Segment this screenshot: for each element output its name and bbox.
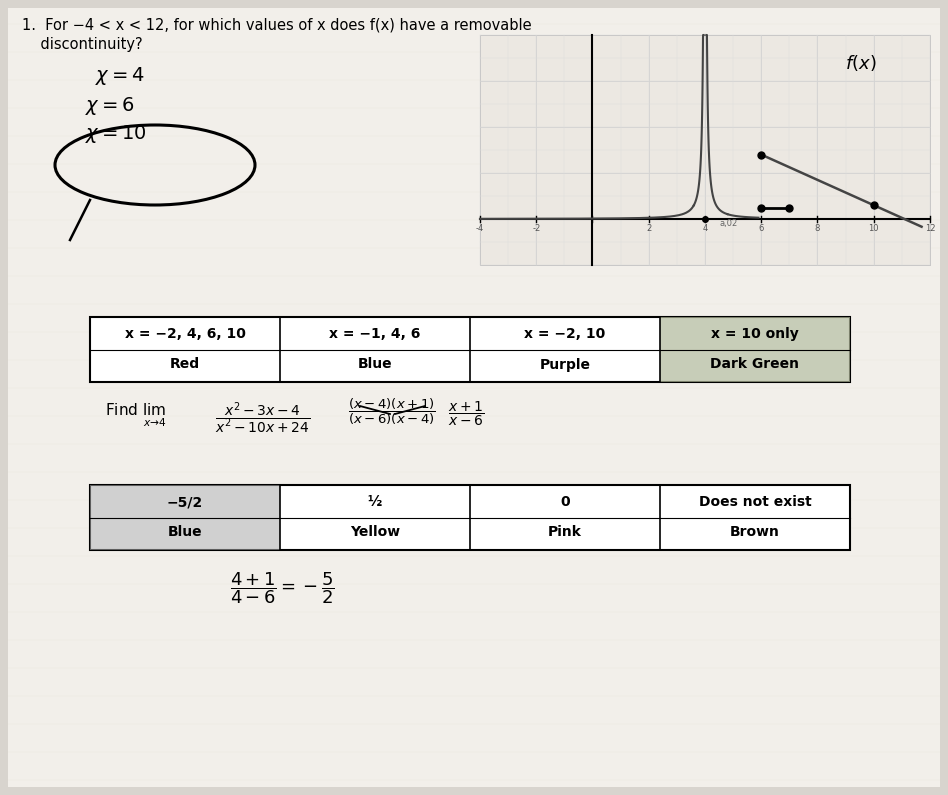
Text: Red: Red [170, 358, 200, 371]
Text: 10: 10 [868, 224, 879, 233]
Text: -2: -2 [532, 224, 540, 233]
Text: $\chi = 4$: $\chi = 4$ [95, 65, 145, 87]
Text: $\chi = 6$: $\chi = 6$ [85, 95, 135, 117]
Text: 8: 8 [815, 224, 820, 233]
Text: −5/2: −5/2 [167, 495, 203, 509]
Text: Blue: Blue [357, 358, 392, 371]
Text: 4: 4 [702, 224, 707, 233]
Text: ½: ½ [368, 495, 382, 509]
Text: Yellow: Yellow [350, 525, 400, 540]
Text: $\dfrac{x+1}{x-6}$: $\dfrac{x+1}{x-6}$ [448, 400, 484, 429]
Text: $\dfrac{4+1}{4-6} = -\dfrac{5}{2}$: $\dfrac{4+1}{4-6} = -\dfrac{5}{2}$ [230, 570, 335, 606]
Text: a,02: a,02 [720, 219, 738, 228]
FancyBboxPatch shape [90, 317, 850, 382]
FancyBboxPatch shape [660, 317, 850, 382]
Text: Dark Green: Dark Green [710, 358, 799, 371]
FancyBboxPatch shape [90, 485, 850, 550]
FancyBboxPatch shape [8, 8, 940, 787]
Text: Find $\lim_{x \to 4}$: Find $\lim_{x \to 4}$ [105, 402, 167, 429]
FancyBboxPatch shape [480, 35, 930, 265]
Text: Brown: Brown [730, 525, 780, 540]
Text: x = −2, 4, 6, 10: x = −2, 4, 6, 10 [124, 327, 246, 341]
Text: $\dfrac{(x-4)(x+1)}{(x-6)(x-4)}$: $\dfrac{(x-4)(x+1)}{(x-6)(x-4)}$ [348, 397, 436, 427]
Text: -4: -4 [476, 224, 484, 233]
FancyBboxPatch shape [90, 485, 280, 550]
Text: Blue: Blue [168, 525, 202, 540]
Text: 0: 0 [560, 495, 570, 509]
Text: 2: 2 [647, 224, 651, 233]
Text: $f(x)$: $f(x)$ [845, 53, 877, 73]
Text: $\dfrac{x^2-3x-4}{x^2-10x+24}$: $\dfrac{x^2-3x-4}{x^2-10x+24}$ [215, 400, 310, 436]
Text: x = −2, 10: x = −2, 10 [524, 327, 606, 341]
Text: x = 10 only: x = 10 only [711, 327, 799, 341]
Text: 1.  For −4 < x < 12, for which values of x does f(x) have a removable: 1. For −4 < x < 12, for which values of … [22, 17, 532, 32]
Text: 6: 6 [758, 224, 764, 233]
Text: $\chi = 10$: $\chi = 10$ [85, 123, 147, 145]
Text: 12: 12 [924, 224, 936, 233]
Text: Pink: Pink [548, 525, 582, 540]
Text: discontinuity?: discontinuity? [22, 37, 142, 52]
Text: Purple: Purple [539, 358, 591, 371]
Text: Does not exist: Does not exist [699, 495, 811, 509]
Text: x = −1, 4, 6: x = −1, 4, 6 [329, 327, 421, 341]
